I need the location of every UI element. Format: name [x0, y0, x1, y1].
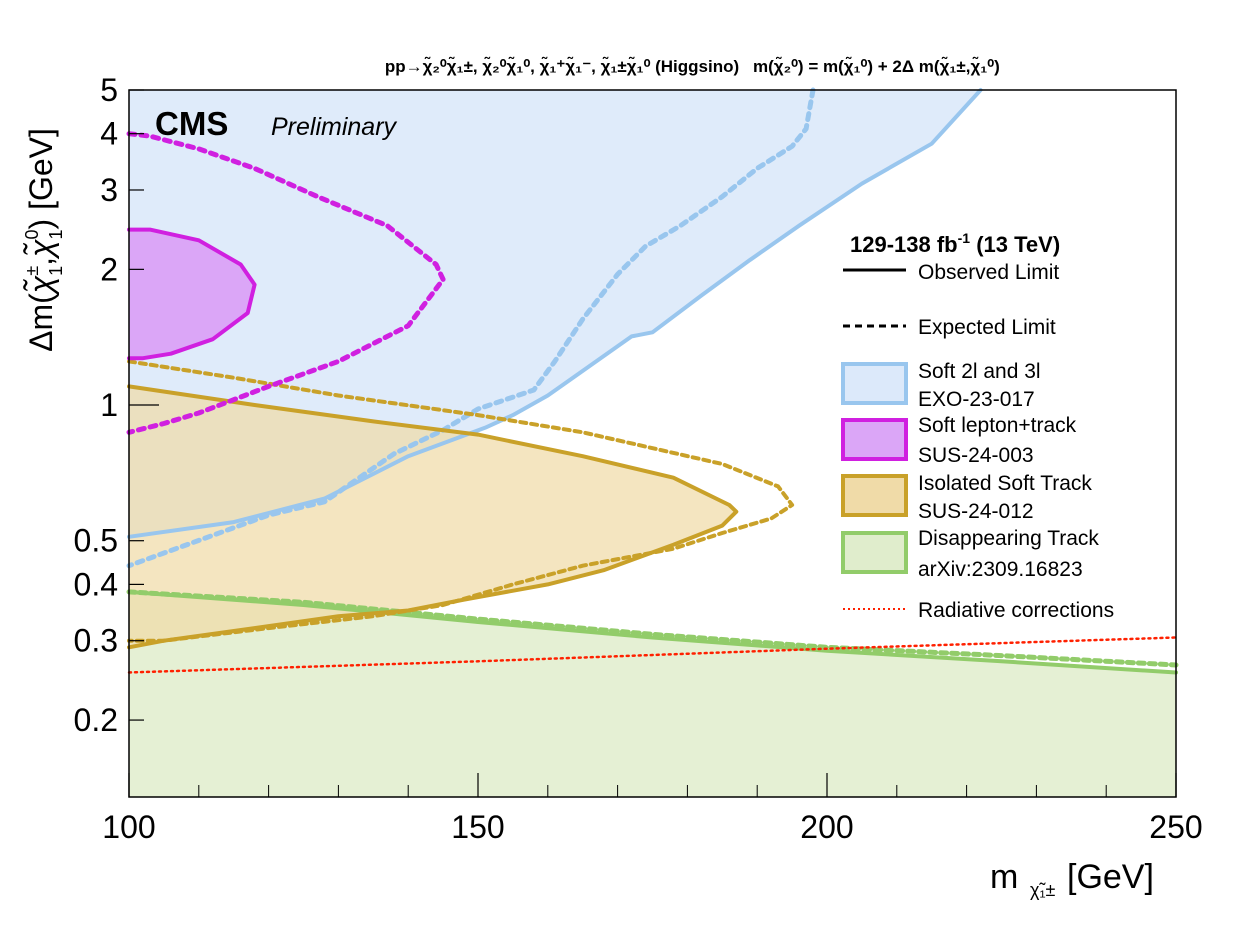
legend-swatch-soft-lepton-track [841, 418, 908, 461]
soft-lepton-track-observed-line [127, 227, 257, 361]
legend-isolated-soft-track-ref: SUS-24-012 [918, 500, 1034, 523]
x-tick-label: 200 [800, 809, 853, 845]
y-tick-label: 4 [100, 116, 118, 152]
x-tick-label: 250 [1149, 809, 1202, 845]
y-tick-label: 2 [100, 251, 118, 287]
soft-2l3l-expected-line [126, 87, 816, 569]
y-tick-label: 0.5 [74, 523, 118, 559]
legend: 129-138 fb-1 (13 TeV) Observed Limit Exp… [841, 230, 1114, 622]
isolated-soft-track-expected-line [127, 359, 795, 643]
chart-title-assumption: m(χ̃₂⁰) = m(χ̃₁⁰) + 2Δ m(χ̃₁±,χ̃₁⁰) [753, 56, 1000, 76]
legend-disappearing-track-name: Disappearing Track [918, 527, 1099, 550]
plot-frame [128, 89, 1177, 798]
legend-soft-lepton-track-ref: SUS-24-003 [918, 444, 1034, 467]
soft-lepton-track-fill [129, 229, 255, 359]
y-tick-label: 0.3 [74, 623, 118, 659]
legend-isolated-soft-track-name: Isolated Soft Track [918, 472, 1092, 495]
svg-text:Δm(χ̃±1,χ̃01) [GeV]: Δm(χ̃± 1,χ̃0 1) [GeV] [22, 128, 66, 352]
chart-title-process: pp→χ̃₂⁰χ̃₁±, χ̃₂⁰χ̃₁⁰, χ̃₁⁺χ̃₁⁻, χ̃₁±χ̃₁… [385, 56, 739, 76]
legend-expected-text: Expected Limit [918, 316, 1056, 339]
x-tick-label: 100 [102, 809, 155, 845]
contour-fills [129, 90, 1176, 797]
disappearing-track-observed-line [127, 589, 1178, 675]
y-axis-label: Δm(χ̃± 1,χ̃0 1) [GeV] [22, 128, 66, 352]
isolated-soft-track-fill [129, 386, 737, 648]
contour-lines [126, 87, 1179, 675]
legend-soft-2l3l-name: Soft 2l and 3l [918, 360, 1041, 383]
x-axis-label-unit: [GeV] [1067, 858, 1154, 896]
soft-lepton-track-expected-line [126, 131, 446, 435]
soft-2l3l-observed-line [127, 88, 983, 539]
radiative-corrections-line [127, 636, 1178, 674]
legend-lumi: 129-138 fb-1 (13 TeV) [850, 230, 1060, 257]
status-label: Preliminary [271, 113, 398, 141]
legend-soft-lepton-track-name: Soft lepton+track [918, 414, 1077, 437]
x-axis-label: m [990, 858, 1018, 896]
legend-observed-text: Observed Limit [918, 261, 1059, 284]
legend-soft-2l3l-ref: EXO-23-017 [918, 388, 1035, 411]
isolated-soft-track-observed-line [127, 384, 739, 650]
experiment-label: CMS [155, 105, 228, 142]
legend-swatch-isolated-soft-track [841, 474, 908, 517]
legend-radiative-text: Radiative corrections [918, 599, 1114, 622]
disappearing-track-fill [129, 591, 1176, 797]
x-axis-label-subscript: χ̃₁± [1030, 880, 1056, 900]
y-tick-label: 1 [100, 387, 118, 423]
x-tick-label: 150 [451, 809, 504, 845]
y-tick-label: 0.2 [74, 702, 118, 738]
y-tick-label: 5 [100, 72, 118, 108]
y-tick-label: 3 [100, 172, 118, 208]
y-tick-label: 0.4 [74, 566, 118, 602]
legend-swatch-soft-2l3l [841, 362, 908, 405]
disappearing-track-expected-line [126, 589, 1179, 668]
legend-swatch-disappearing-track [841, 531, 908, 574]
axis-ticks: 100 150 200 250 0.2 0.3 0.4 0.5 1 2 3 4 5 [74, 72, 1203, 845]
legend-disappearing-track-ref: arXiv:2309.16823 [918, 558, 1083, 581]
